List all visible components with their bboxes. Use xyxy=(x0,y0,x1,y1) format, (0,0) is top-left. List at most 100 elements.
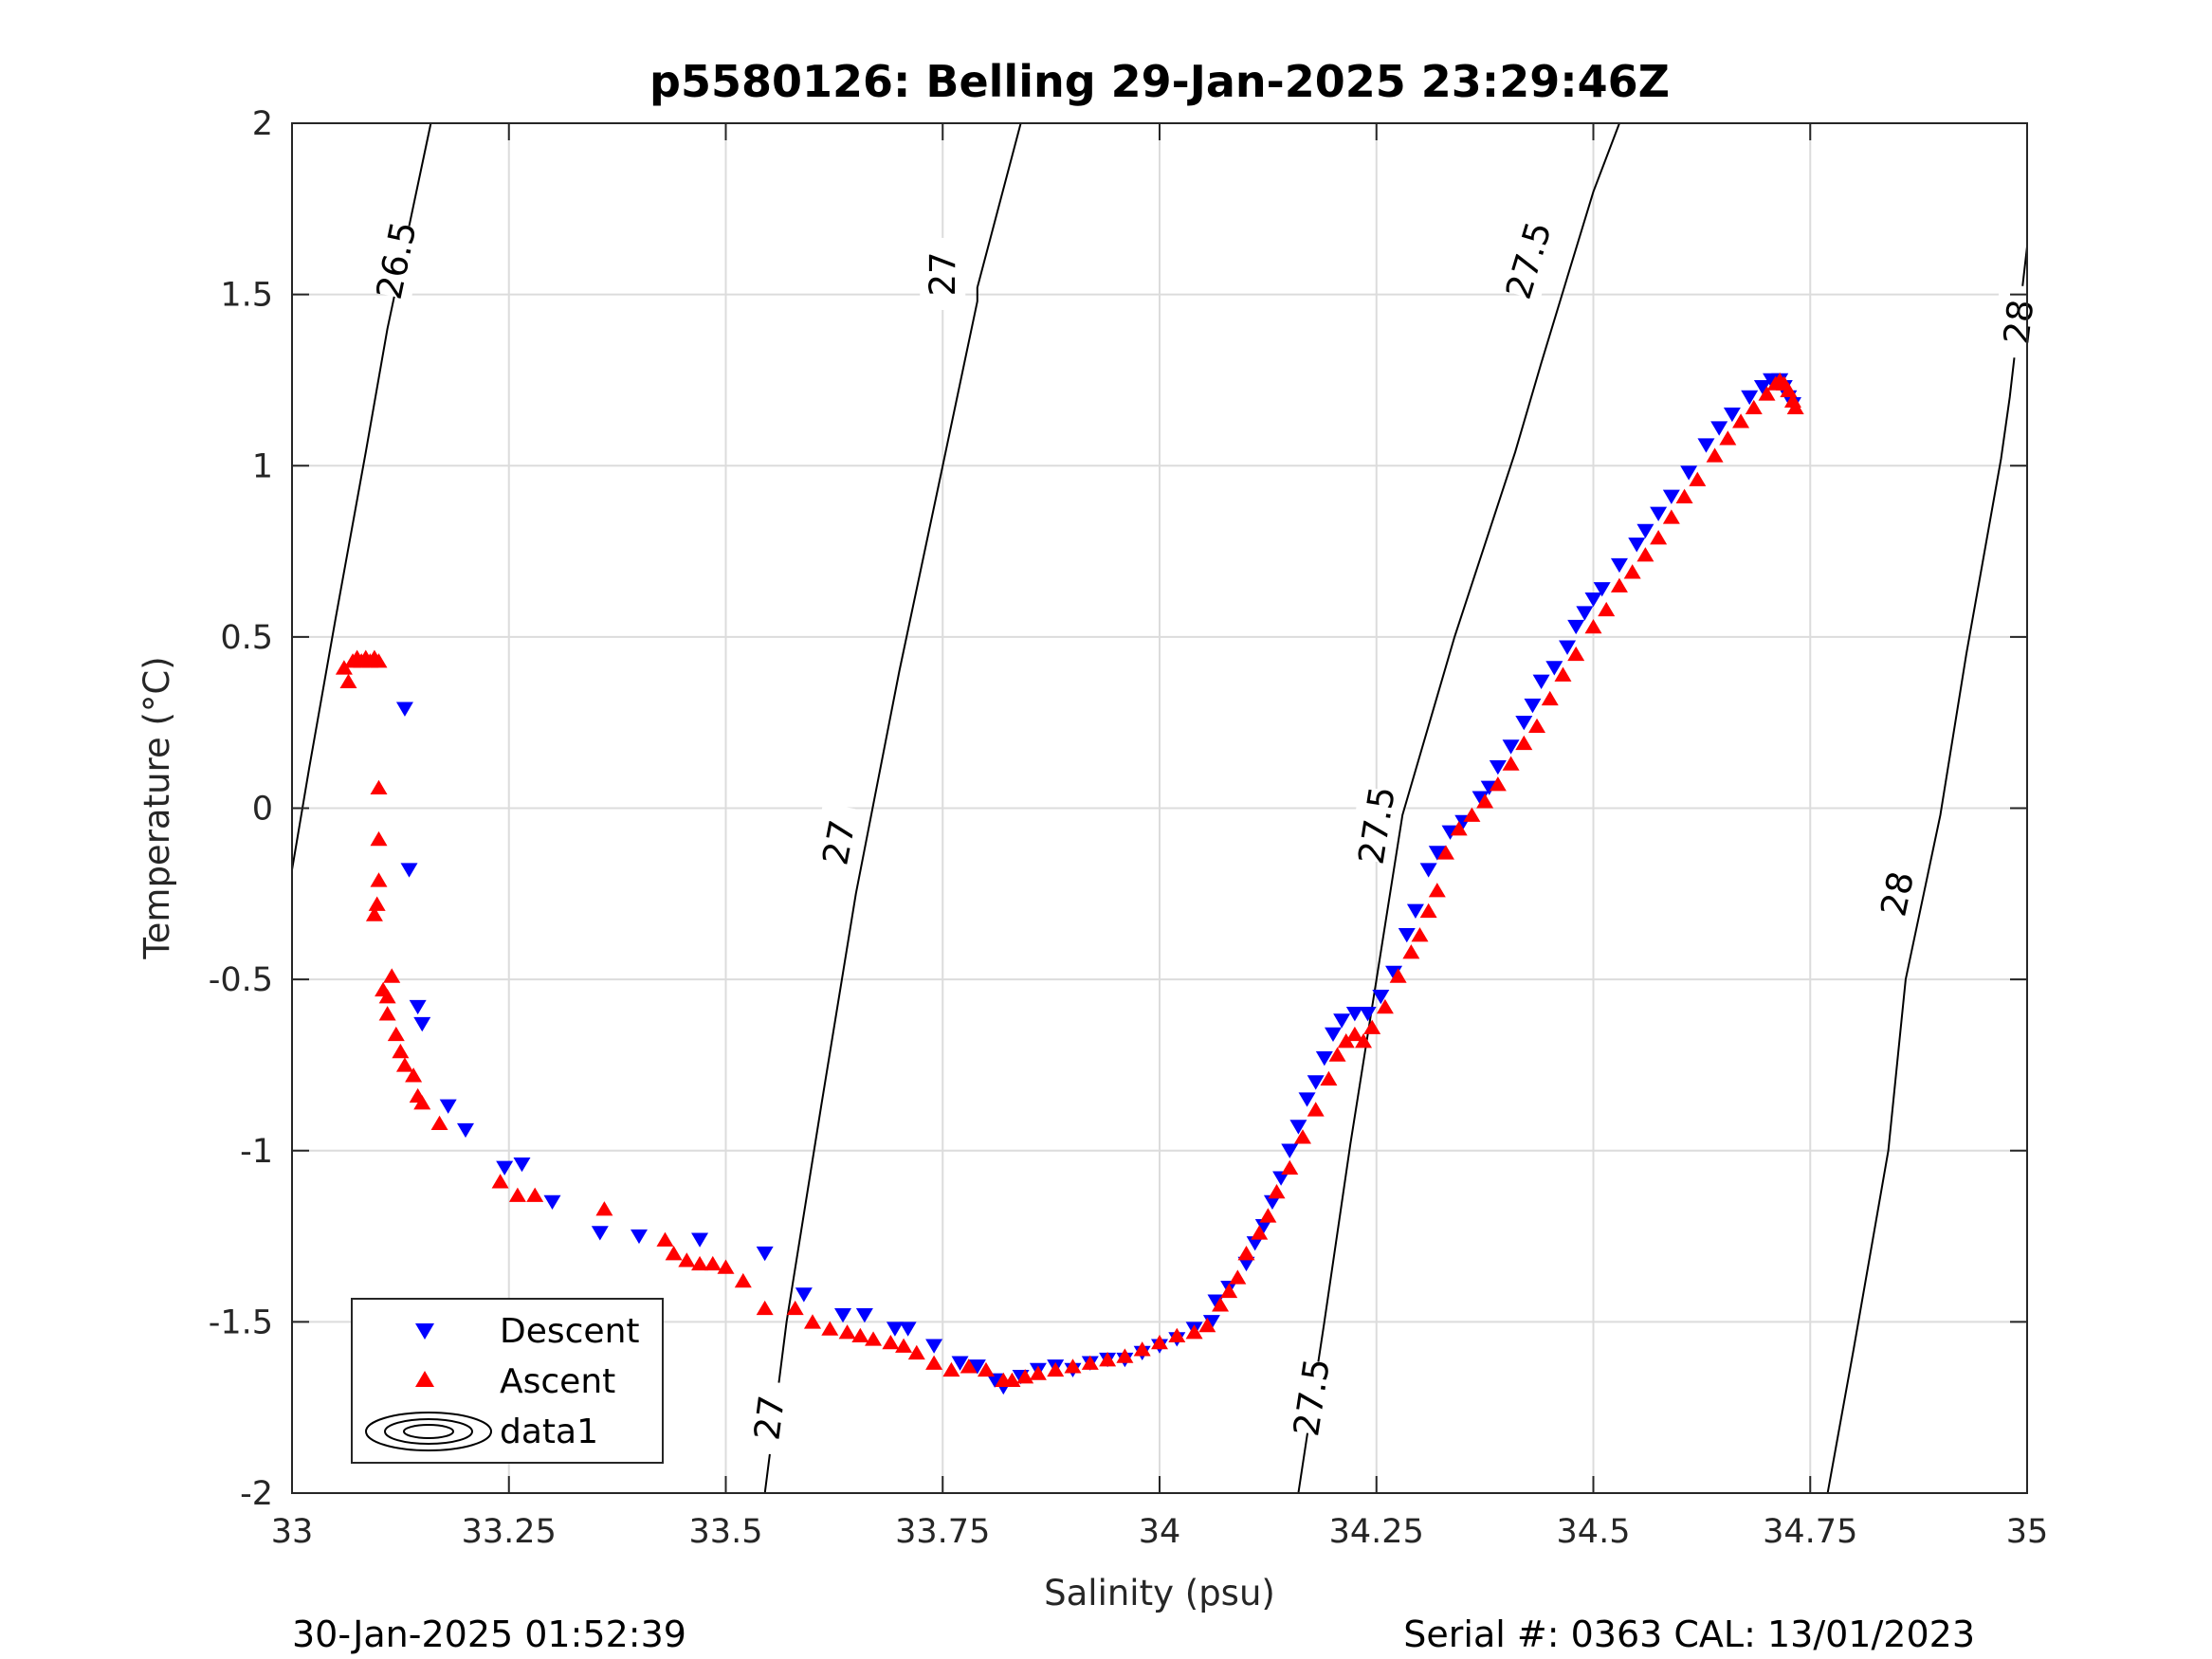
x-tick-label: 33.5 xyxy=(689,1513,763,1551)
x-tick-label: 33.25 xyxy=(462,1513,557,1551)
y-tick-label: -2 xyxy=(240,1475,273,1513)
ascent-point xyxy=(1212,1297,1230,1312)
y-axis-label: Temperature (°C) xyxy=(137,656,177,959)
ascent-point xyxy=(907,1344,925,1360)
contour-label-bg xyxy=(366,220,427,301)
ascent-point xyxy=(1732,413,1750,428)
ascent-point xyxy=(1402,944,1420,959)
footer-timestamp: 30-Jan-2025 01:52:39 xyxy=(292,1613,686,1655)
ascent-point xyxy=(526,1187,544,1202)
ascent-point xyxy=(1786,399,1804,415)
ascent-point xyxy=(1719,430,1737,446)
descent-point xyxy=(1398,927,1416,943)
descent-point xyxy=(1246,1236,1264,1251)
x-tick-label: 35 xyxy=(2006,1513,2049,1551)
ascent-point xyxy=(678,1252,696,1267)
contour-label-bg xyxy=(1495,219,1561,301)
legend-contour-icon xyxy=(365,1412,492,1451)
descent-point xyxy=(1515,715,1533,731)
ascent-point xyxy=(838,1324,856,1340)
ascent-point xyxy=(1376,998,1394,1014)
ascent-point xyxy=(895,1338,913,1353)
ascent-point xyxy=(405,1067,423,1083)
ascent-point xyxy=(1320,1070,1338,1086)
contour-line-27-5 xyxy=(1297,122,1620,1494)
ascent-point xyxy=(368,896,386,911)
ascent-point xyxy=(1476,793,1494,809)
descent-point xyxy=(795,1287,813,1303)
descent-point xyxy=(631,1229,648,1245)
ascent-point xyxy=(365,906,383,921)
ascent-point xyxy=(1229,1269,1247,1285)
ascent-point xyxy=(734,1272,752,1288)
descent-point xyxy=(1237,1256,1255,1272)
y-tick-label: 0.5 xyxy=(220,619,273,657)
y-tick-label: 1 xyxy=(252,447,273,485)
descent-point xyxy=(1741,390,1759,406)
ascent-point xyxy=(1528,718,1546,733)
ascent-point xyxy=(756,1300,774,1316)
ascent-point xyxy=(1636,547,1654,562)
contour-label-bg xyxy=(920,237,966,310)
ascent-point xyxy=(1251,1225,1269,1240)
ascent-point xyxy=(1016,1369,1034,1384)
ascent-point xyxy=(595,1201,613,1216)
ascent-point xyxy=(942,1361,960,1377)
descent-point xyxy=(395,702,413,717)
ascent-point xyxy=(1650,530,1668,545)
descent-point xyxy=(1359,1007,1377,1022)
ascent-point xyxy=(1345,1026,1363,1042)
ascent-point xyxy=(704,1255,722,1271)
ascent-point xyxy=(1502,756,1520,771)
legend-ascent-label: Ascent xyxy=(500,1362,615,1401)
ascent-point xyxy=(1293,1129,1311,1144)
ascent-point xyxy=(656,1231,674,1247)
ascent-point xyxy=(387,1026,405,1042)
descent-point xyxy=(1753,379,1771,395)
descent-point xyxy=(1281,1143,1299,1158)
descent-point xyxy=(756,1246,774,1262)
x-axis-label: Salinity (psu) xyxy=(1044,1573,1275,1613)
ascent-point xyxy=(1662,509,1680,524)
contour-label-bg xyxy=(1283,1358,1340,1437)
contour-line-28 xyxy=(1826,246,2028,1494)
descent-point xyxy=(834,1307,852,1323)
descent-point xyxy=(457,1122,474,1139)
ascent-point xyxy=(1151,1334,1168,1350)
descent-point xyxy=(1489,759,1507,775)
descent-point xyxy=(1680,465,1698,481)
y-tick-label: 0 xyxy=(252,791,273,829)
ascent-point xyxy=(1567,646,1585,662)
ascent-point xyxy=(865,1331,883,1346)
ascent-point xyxy=(370,872,388,887)
x-tick-label: 34 xyxy=(1139,1513,1181,1551)
ascent-point xyxy=(1623,564,1641,579)
descent-point xyxy=(1593,582,1611,597)
ascent-point xyxy=(1411,927,1429,942)
ascent-point xyxy=(821,1321,839,1336)
legend: Descent Ascent data1 xyxy=(351,1298,664,1464)
contour-label-bg xyxy=(1348,786,1405,865)
ascent-point xyxy=(1541,690,1559,706)
descent-point xyxy=(1532,674,1550,689)
descent-point xyxy=(1325,1027,1342,1043)
descent-point xyxy=(1333,1013,1351,1029)
descent-point xyxy=(1298,1092,1316,1107)
ascent-point xyxy=(1584,618,1602,634)
axis-ticks: 33 33.25 33.5 33.75 34 34.25 34.5 34.75 35 -2 -1.5… xyxy=(209,105,2049,1551)
descent-point xyxy=(886,1322,904,1337)
descent-point xyxy=(496,1160,514,1176)
ascent-point xyxy=(1328,1047,1346,1062)
ascent-point xyxy=(665,1246,683,1261)
ascent-point xyxy=(1706,447,1724,463)
descent-point xyxy=(1610,557,1628,574)
ascent-point xyxy=(383,968,401,983)
descent-point xyxy=(1315,1051,1333,1066)
ascent-point xyxy=(370,830,388,847)
ascent-point xyxy=(1003,1372,1021,1387)
ascent-point xyxy=(1436,845,1454,860)
descent-point xyxy=(1723,407,1741,423)
ascent-point xyxy=(1758,386,1776,401)
ascent-point xyxy=(491,1174,509,1189)
